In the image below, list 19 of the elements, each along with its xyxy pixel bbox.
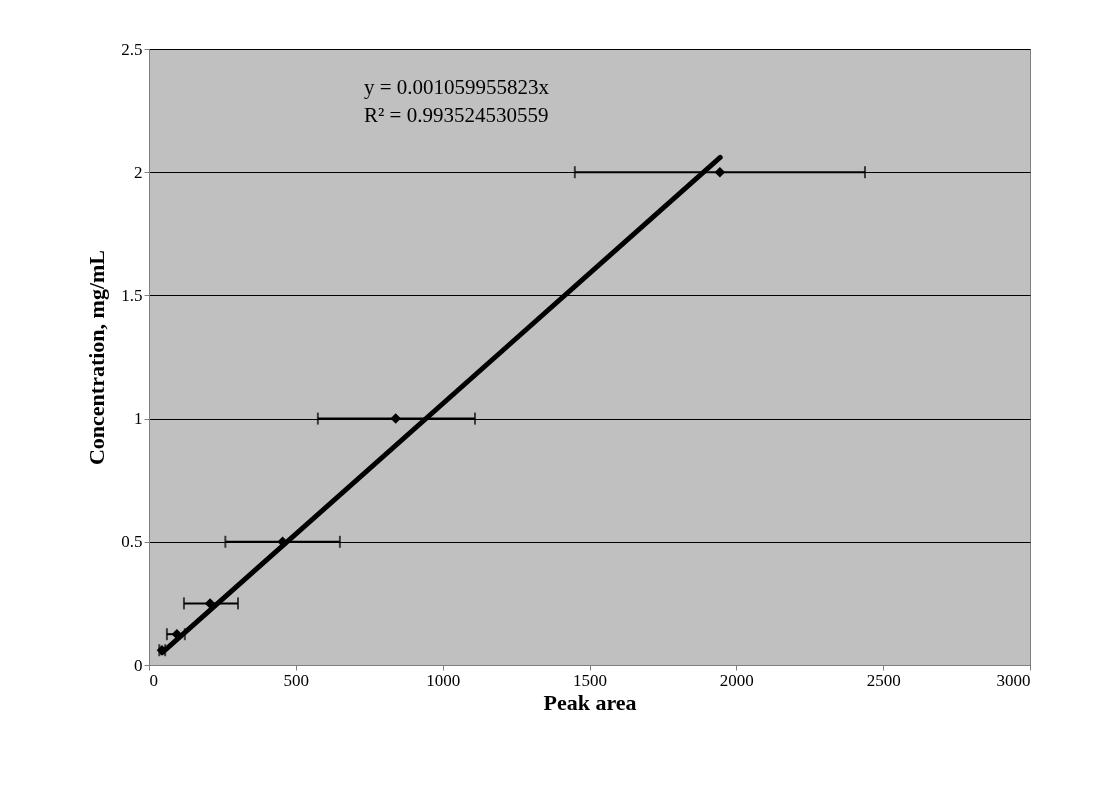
y-tick-label: 1.5	[121, 285, 143, 305]
y-tick-label: 1	[134, 409, 143, 429]
y-tick-label: 0.5	[121, 532, 143, 552]
y-tick-label: 2	[134, 162, 143, 182]
y-tick-label: 2.5	[121, 39, 143, 59]
x-tick-label: 1500	[573, 670, 607, 690]
annotation: R² = 0.993524530559	[364, 103, 549, 127]
y-axis-title: Concentration, mg/mL	[84, 249, 110, 466]
y-tick-label: 0	[134, 655, 143, 675]
x-axis-title: Peak area	[543, 689, 637, 715]
point	[714, 166, 726, 178]
point	[390, 413, 401, 424]
x-tick-label: 3000	[996, 670, 1031, 690]
x-tick-label: 1000	[426, 670, 461, 690]
x-tick-label: 500	[283, 670, 310, 690]
x-tick-label: 0	[149, 670, 158, 690]
x-tick-label: 2500	[866, 670, 901, 690]
x-tick-label: 2000	[719, 670, 754, 690]
annotation: y = 0.001059955823x	[364, 75, 550, 99]
